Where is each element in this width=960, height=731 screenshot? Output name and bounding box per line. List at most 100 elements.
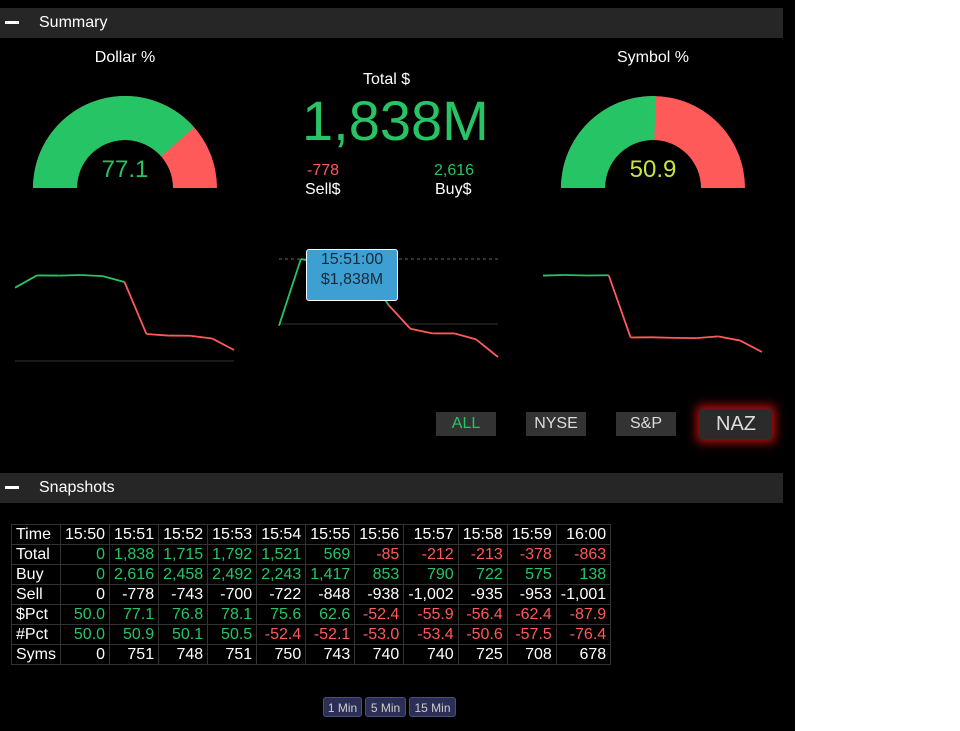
table-cell: 750	[256, 644, 307, 665]
sparkline-segment	[453, 332, 477, 341]
table-cell: 569	[305, 544, 356, 565]
sparkline-segment	[80, 274, 103, 278]
minus-icon[interactable]	[5, 21, 19, 24]
time-header-cell: 15:58	[457, 524, 508, 545]
buy-value: 2,616	[434, 162, 475, 179]
table-cell: 1,715	[158, 544, 209, 565]
dollar-gauge-value: 77.1	[101, 156, 149, 183]
sparkline-segment	[146, 333, 169, 337]
interval-15min-button[interactable]: 15 Min	[409, 697, 456, 717]
table-cell: 0	[59, 544, 111, 565]
table-cell: 678	[555, 644, 612, 665]
table-cell: -50.6	[457, 624, 508, 645]
table-cell: 740	[403, 644, 459, 665]
buy-label: Buy$	[435, 181, 472, 198]
total-value: 1,838M	[302, 89, 489, 152]
table-cell: 1,417	[305, 564, 356, 585]
total-label: Total $	[363, 71, 411, 88]
table-cell: -1,001	[555, 584, 612, 605]
time-header-cell: 15:59	[506, 524, 557, 545]
table-cell: -1,002	[403, 584, 459, 605]
table-cell: -55.9	[403, 604, 459, 625]
time-header-cell: 15:51	[109, 524, 160, 545]
table-cell: 751	[207, 644, 258, 665]
table-cell: -53.4	[403, 624, 459, 645]
snapshots-header[interactable]: Snapshots	[0, 473, 783, 503]
table-cell: -848	[305, 584, 356, 605]
interval-1min-button[interactable]: 1 Min	[323, 697, 362, 717]
time-header-cell: 15:52	[158, 524, 209, 545]
row-label: #Pct	[11, 624, 61, 645]
dollar-gauge-positive-arc	[33, 96, 195, 188]
sparkline-segment	[542, 274, 565, 277]
exchange-nyse-button[interactable]: NYSE	[526, 412, 586, 436]
minus-icon[interactable]	[5, 486, 19, 489]
table-cell: 722	[457, 564, 508, 585]
table-cell: 77.1	[109, 604, 160, 625]
symbol-pct-sparkline	[542, 274, 763, 353]
table-cell: 0	[59, 644, 111, 665]
table-row: $Pct 50.0 77.1 76.8 78.1 75.6 62.6 -52.4 -55.9 -5…	[11, 604, 612, 625]
table-cell: 853	[354, 564, 405, 585]
table-cell: -213	[457, 544, 508, 565]
table-cell: -87.9	[555, 604, 612, 625]
sparkline-segment	[190, 334, 213, 340]
table-row: Buy 0 2,616 2,458 2,492 2,243 1,417 853 790 722 57…	[11, 564, 612, 585]
table-cell: -378	[506, 544, 557, 565]
table-cell: 575	[506, 564, 557, 585]
snapshots-title: Snapshots	[39, 479, 115, 496]
interval-5min-button[interactable]: 5 Min	[365, 697, 406, 717]
table-cell: 78.1	[207, 604, 258, 625]
summary-header[interactable]: Summary	[0, 8, 783, 38]
table-row: #Pct 50.0 50.9 50.1 50.5 -52.4 -52.1 -53.0 -53.4…	[11, 624, 612, 645]
sparkline-segment	[652, 336, 675, 339]
table-row: Syms 0 751 748 751 750 743 740 740 725 708 678	[11, 644, 612, 665]
exchange-all-button[interactable]: ALL	[436, 412, 496, 436]
sparkline-segment	[123, 281, 148, 335]
symbol-gauge-value: 50.9	[629, 156, 677, 183]
time-header-cell: 15:54	[256, 524, 307, 545]
table-cell: 50.9	[109, 624, 160, 645]
table-cell: 2,243	[256, 564, 307, 585]
time-header-cell: 15:57	[403, 524, 459, 545]
symbol-gauge	[561, 96, 745, 188]
table-cell: -52.1	[305, 624, 356, 645]
sell-label: Sell$	[305, 181, 341, 198]
table-cell: 748	[158, 644, 209, 665]
table-cell: 2,458	[158, 564, 209, 585]
row-label: Sell	[11, 584, 61, 605]
table-cell: -76.4	[555, 624, 612, 645]
time-header-cell: 15:56	[354, 524, 405, 545]
table-cell: -212	[403, 544, 459, 565]
time-header-cell: 16:00	[555, 524, 612, 545]
symbol-gauge-title: Symbol %	[616, 49, 690, 66]
exchange-naz-button[interactable]: NAZ	[700, 409, 772, 439]
table-cell: 1,521	[256, 544, 307, 565]
table-cell: 50.1	[158, 624, 209, 645]
dollar-gauge	[33, 96, 217, 188]
table-cell: -52.4	[256, 624, 307, 645]
table-cell: 751	[109, 644, 160, 665]
sparkline-segment	[14, 274, 38, 289]
table-cell: 790	[403, 564, 459, 585]
sparkline-segment	[387, 304, 412, 330]
table-cell: 740	[354, 644, 405, 665]
table-cell: 0	[59, 564, 111, 585]
table-cell: 1,792	[207, 544, 258, 565]
row-label: Syms	[11, 644, 61, 665]
time-header-cell: 15:53	[207, 524, 258, 545]
table-cell: 50.0	[59, 624, 111, 645]
table-cell: -62.4	[506, 604, 557, 625]
table-header-row: Time 15:50 15:51 15:52 15:53 15:54 15:55 15:56 1…	[11, 524, 612, 545]
dollar-pct-sparkline	[14, 274, 235, 362]
exchange-sp-button[interactable]: S&P	[616, 412, 676, 436]
table-cell: -56.4	[457, 604, 508, 625]
table-cell: -938	[354, 584, 405, 605]
table-cell: 0	[59, 584, 111, 605]
symbol-gauge-positive-arc	[561, 96, 656, 188]
sell-value: -778	[307, 162, 340, 179]
dollar-gauge-title: Dollar %	[94, 49, 156, 66]
table-row: Total 0 1,838 1,715 1,792 1,521 569 -85 -212 -213…	[11, 544, 612, 565]
sparkline-segment	[410, 327, 433, 335]
table-cell: -57.5	[506, 624, 557, 645]
